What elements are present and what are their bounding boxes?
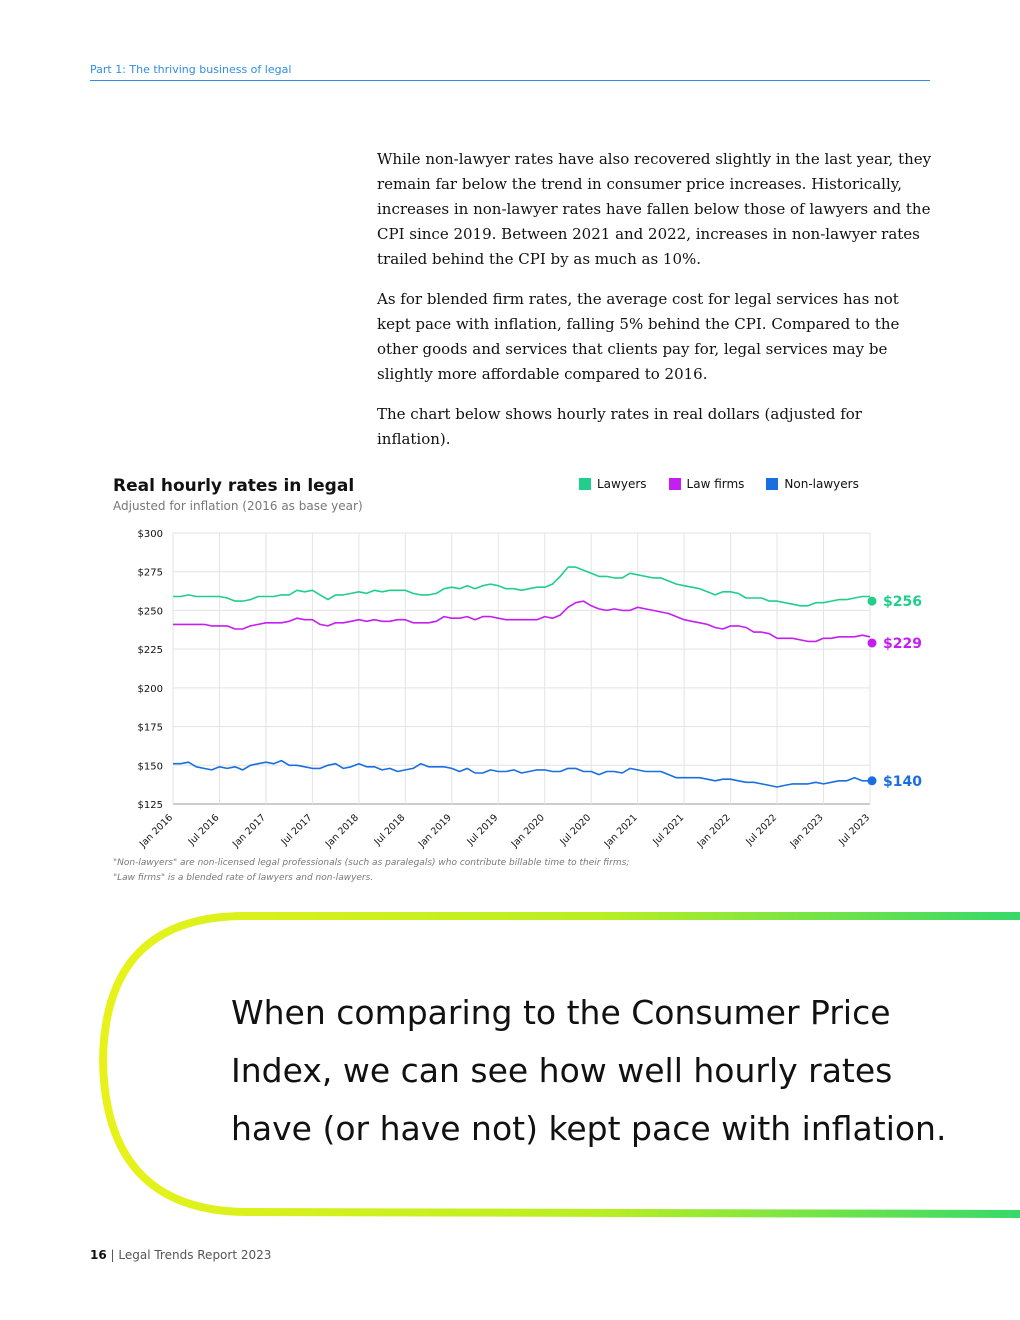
- x-tick-label: Jul 2021: [650, 812, 686, 848]
- x-tick-label: Jul 2020: [557, 812, 593, 848]
- paragraph: The chart below shows hourly rates in re…: [377, 405, 862, 448]
- series-end-point: [867, 638, 877, 648]
- callout-line: When comparing to the Consumer Price: [231, 993, 891, 1032]
- legend-label: Non-lawyers: [784, 477, 859, 491]
- y-tick-label: $150: [138, 761, 163, 772]
- chart-subtitle: Adjusted for inflation (2016 as base yea…: [113, 499, 363, 513]
- legend-item-non-lawyers: Non-lawyers: [766, 477, 859, 491]
- report-name: Legal Trends Report 2023: [118, 1248, 272, 1262]
- chart-legend: Lawyers Law firms Non-lawyers: [579, 477, 859, 491]
- footnote-line: "Non-lawyers" are non-licensed legal pro…: [113, 858, 630, 868]
- x-tick-label: Jul 2022: [743, 812, 779, 848]
- page-footer: 16 | Legal Trends Report 2023: [90, 1248, 271, 1262]
- page-number: 16: [90, 1248, 107, 1262]
- y-tick-label: $225: [138, 645, 163, 656]
- footnote-line: "Law firms" is a blended rate of lawyers…: [113, 873, 374, 883]
- page-header: Part 1: The thriving business of legal: [90, 60, 930, 81]
- legend-item-lawyers: Lawyers: [579, 477, 647, 491]
- x-tick-label: Jan 2023: [788, 812, 826, 850]
- series-line: [173, 566, 870, 607]
- x-tick-label: Jul 2017: [279, 812, 315, 848]
- x-tick-label: Jul 2018: [372, 812, 408, 848]
- series-line: [173, 600, 871, 643]
- paragraph: As for blended firm rates, the average c…: [377, 290, 900, 383]
- section-title: Part 1: The thriving business of legal: [90, 63, 292, 76]
- series-end-label: $256: [883, 594, 922, 610]
- y-tick-label: $300: [138, 529, 163, 540]
- series-end-label: $229: [883, 636, 922, 652]
- y-tick-label: $125: [138, 800, 163, 811]
- x-tick-label: Jan 2021: [602, 812, 640, 850]
- callout-frame: [98, 912, 1020, 1218]
- x-tick-label: Jul 2023: [836, 812, 872, 848]
- x-tick-label: Jan 2016: [137, 812, 175, 850]
- x-tick-label: Jan 2020: [509, 812, 547, 850]
- series-line: [173, 759, 870, 788]
- x-tick-label: Jan 2019: [416, 812, 454, 850]
- callout-quote: When comparing to the Consumer Price Ind…: [231, 984, 951, 1158]
- callout-line: Index, we can see how well hourly rates: [231, 1051, 893, 1090]
- chart-footnote: "Non-lawyers" are non-licensed legal pro…: [113, 856, 629, 886]
- x-tick-label: Jan 2017: [230, 812, 268, 850]
- legend-swatch: [579, 478, 591, 490]
- x-tick-label: Jul 2016: [186, 812, 222, 848]
- callout-frame-path: [98, 912, 1020, 1218]
- legend-item-law-firms: Law firms: [668, 477, 745, 491]
- footer-separator: |: [106, 1248, 119, 1262]
- series-end-point: [867, 776, 877, 786]
- paragraph: While non-lawyer rates have also recover…: [377, 150, 932, 268]
- x-tick-label: Jul 2019: [465, 812, 501, 848]
- body-text: While non-lawyer rates have also recover…: [377, 147, 937, 467]
- y-tick-label: $275: [138, 568, 163, 579]
- legend-label: Law firms: [686, 477, 745, 491]
- y-tick-label: $200: [138, 684, 163, 695]
- x-tick-label: Jan 2022: [695, 812, 733, 850]
- chart-title: Real hourly rates in legal: [113, 476, 355, 496]
- callout-line: have (or have not) kept pace with inflat…: [231, 1109, 947, 1148]
- y-tick-label: $250: [138, 606, 163, 617]
- y-tick-label: $175: [138, 723, 163, 734]
- series-end-point: [867, 596, 877, 606]
- x-tick-label: Jan 2018: [323, 812, 361, 850]
- legend-label: Lawyers: [597, 477, 647, 491]
- legend-swatch: [766, 478, 779, 490]
- legend-swatch: [668, 478, 681, 490]
- series-end-label: $140: [883, 774, 922, 790]
- chart: Real hourly rates in legal Adjusted for …: [0, 460, 1020, 900]
